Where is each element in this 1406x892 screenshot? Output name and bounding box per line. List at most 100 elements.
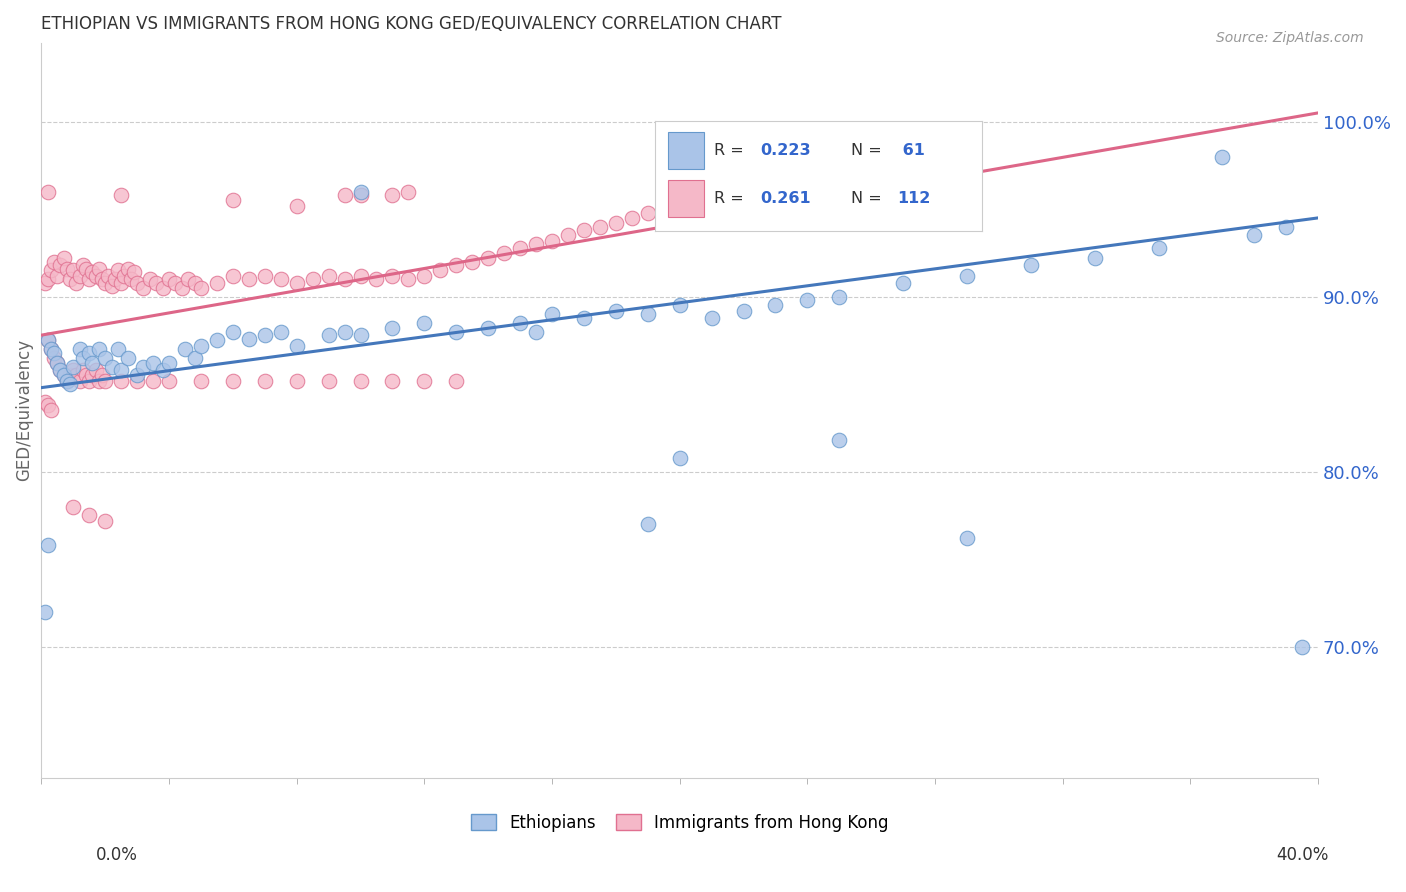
- Point: [1243, 228, 1265, 243]
- Point: [77, 374, 100, 388]
- Text: 40.0%: 40.0%: [1277, 846, 1329, 863]
- Point: [94, 514, 117, 528]
- Point: [524, 237, 547, 252]
- Text: Source: ZipAtlas.com: Source: ZipAtlas.com: [1216, 31, 1364, 45]
- Point: [429, 263, 451, 277]
- Point: [1019, 258, 1042, 272]
- Point: [381, 374, 404, 388]
- Point: [668, 450, 690, 465]
- Point: [477, 251, 499, 265]
- Point: [190, 338, 212, 352]
- Point: [333, 325, 356, 339]
- Point: [301, 272, 323, 286]
- Point: [107, 342, 129, 356]
- Point: [765, 170, 787, 185]
- Point: [1147, 241, 1170, 255]
- Point: [100, 279, 122, 293]
- Point: [65, 368, 87, 383]
- Point: [37, 398, 59, 412]
- Point: [97, 268, 120, 283]
- Point: [69, 342, 91, 356]
- Point: [733, 303, 755, 318]
- Point: [77, 508, 100, 523]
- Point: [446, 325, 468, 339]
- Point: [253, 374, 276, 388]
- Point: [75, 368, 97, 383]
- Point: [152, 363, 174, 377]
- Point: [127, 368, 149, 383]
- Point: [52, 368, 75, 383]
- Point: [956, 268, 979, 283]
- Point: [1211, 150, 1233, 164]
- Point: [49, 258, 72, 272]
- Point: [56, 374, 79, 388]
- Y-axis label: GED/Equivalency: GED/Equivalency: [15, 339, 32, 482]
- Point: [94, 374, 117, 388]
- Text: 61: 61: [897, 143, 925, 158]
- Point: [477, 321, 499, 335]
- Point: [49, 363, 72, 377]
- Point: [413, 316, 436, 330]
- Point: [142, 356, 165, 370]
- Point: [318, 268, 340, 283]
- Point: [349, 374, 371, 388]
- Point: [205, 276, 228, 290]
- Point: [238, 272, 260, 286]
- Point: [39, 342, 62, 356]
- Point: [59, 377, 82, 392]
- Point: [110, 363, 132, 377]
- Point: [59, 368, 82, 383]
- Point: [120, 272, 142, 286]
- Point: [605, 303, 627, 318]
- Point: [828, 433, 851, 447]
- Point: [461, 254, 484, 268]
- Text: 0.223: 0.223: [759, 143, 810, 158]
- Point: [509, 241, 531, 255]
- Point: [956, 531, 979, 545]
- Point: [59, 272, 82, 286]
- Point: [39, 403, 62, 417]
- Point: [891, 276, 914, 290]
- Text: N =: N =: [852, 191, 887, 206]
- Bar: [668, 180, 704, 218]
- Point: [65, 276, 87, 290]
- Point: [572, 310, 595, 325]
- Point: [222, 374, 245, 388]
- Point: [34, 605, 56, 619]
- Point: [381, 321, 404, 335]
- Point: [69, 374, 91, 388]
- Point: [349, 188, 371, 202]
- Bar: [668, 132, 704, 169]
- Point: [494, 246, 516, 260]
- Point: [668, 298, 690, 312]
- Point: [891, 136, 914, 150]
- Point: [39, 342, 62, 356]
- Point: [605, 216, 627, 230]
- Text: 0.0%: 0.0%: [96, 846, 138, 863]
- Point: [349, 268, 371, 283]
- Point: [205, 334, 228, 348]
- Point: [366, 272, 388, 286]
- Point: [285, 374, 308, 388]
- Point: [77, 272, 100, 286]
- Point: [222, 325, 245, 339]
- Text: N =: N =: [852, 143, 887, 158]
- Point: [381, 268, 404, 283]
- Point: [253, 328, 276, 343]
- Legend: Ethiopians, Immigrants from Hong Kong: Ethiopians, Immigrants from Hong Kong: [471, 814, 889, 832]
- Point: [110, 276, 132, 290]
- Point: [349, 328, 371, 343]
- Point: [112, 268, 135, 283]
- Point: [42, 351, 65, 365]
- Point: [34, 394, 56, 409]
- Point: [142, 374, 165, 388]
- Point: [62, 359, 84, 374]
- Point: [637, 205, 659, 219]
- Point: [62, 500, 84, 514]
- Point: [285, 338, 308, 352]
- Point: [860, 146, 883, 161]
- Point: [46, 356, 69, 370]
- Point: [117, 351, 139, 365]
- Point: [413, 374, 436, 388]
- Point: [333, 188, 356, 202]
